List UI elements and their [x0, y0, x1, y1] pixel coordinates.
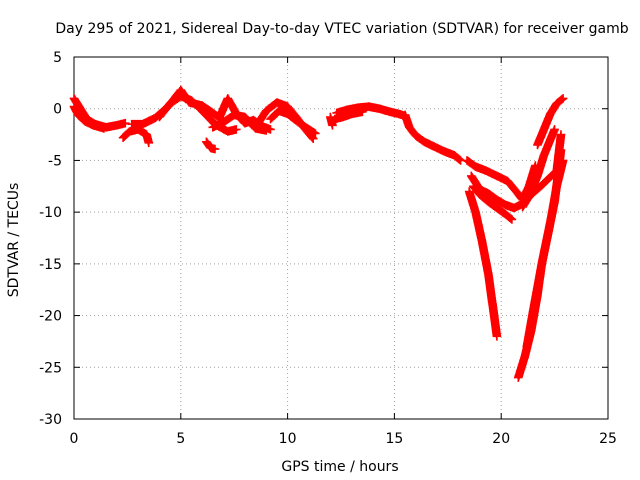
- y-tick-label: -15: [39, 257, 62, 273]
- marker-trace: [533, 94, 568, 150]
- y-tick-label: -25: [39, 360, 62, 376]
- series-satellite-track-16: [464, 187, 502, 341]
- marker-trace: [469, 182, 517, 224]
- marker-trace: [518, 125, 559, 212]
- series-satellite-track-6: [202, 137, 220, 154]
- plot-frame: [73, 56, 609, 420]
- marker-trace: [400, 110, 465, 165]
- chart-title: Day 295 of 2021, Sidereal Day-to-day VTE…: [55, 21, 628, 37]
- y-tick-label: -10: [39, 205, 62, 221]
- x-axis-label: GPS time / hours: [281, 459, 398, 475]
- marker-trace: [266, 106, 320, 138]
- series-satellite-track-14: [400, 110, 465, 165]
- series-satellite-track-2: [69, 102, 109, 133]
- marker-trace: [332, 102, 410, 121]
- series-satellite-track-3: [118, 125, 154, 148]
- x-tick-label: 5: [176, 431, 185, 447]
- x-tick-label: 15: [385, 431, 403, 447]
- y-tick-label: -30: [39, 412, 62, 428]
- series-satellite-track-20: [533, 94, 568, 150]
- x-tick-label: 0: [70, 431, 79, 447]
- marker-trace: [251, 98, 318, 143]
- y-tick-label: -20: [39, 309, 62, 325]
- y-tick-label: 5: [53, 50, 62, 66]
- marker-trace: [522, 156, 568, 351]
- series-satellite-track-22: [522, 156, 568, 351]
- y-tick-label: 0: [53, 102, 62, 118]
- marker-trace: [69, 102, 109, 133]
- marker-trace: [464, 187, 502, 341]
- x-tick-label: 10: [279, 431, 297, 447]
- marker-trace: [118, 125, 154, 148]
- series-satellite-track-12: [332, 102, 410, 121]
- series-satellite-track-13: [330, 107, 367, 124]
- series-satellite-track-9: [251, 98, 318, 143]
- series-satellite-track-18: [469, 182, 517, 224]
- x-tick-label: 25: [599, 431, 617, 447]
- x-tick-label: 20: [492, 431, 510, 447]
- series-satellite-track-10: [266, 106, 320, 138]
- data-points: [69, 85, 568, 382]
- y-axis-label: SDTVAR / TECUs: [6, 183, 22, 298]
- marker-trace: [202, 137, 220, 154]
- y-tick-label: -5: [48, 153, 62, 169]
- marker-trace: [330, 107, 367, 124]
- series-satellite-track-19: [518, 125, 559, 212]
